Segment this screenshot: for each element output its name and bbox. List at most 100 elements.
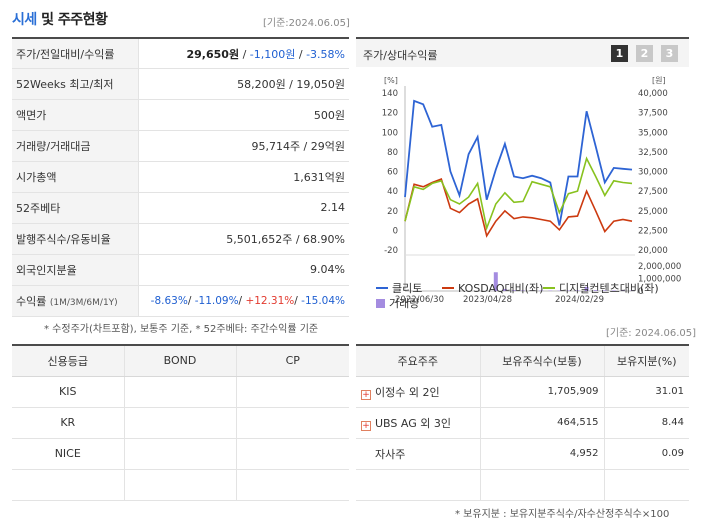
right-tick-label: 32,500 [638, 148, 668, 158]
right-tick-label: 35,000 [638, 128, 668, 138]
holder-shares: 4,952 [480, 438, 605, 470]
right-tick-label: 25,000 [638, 207, 668, 217]
credit-agency: KIS [12, 376, 125, 408]
right-axis-unit: [원] [652, 76, 666, 85]
left-tick-label: 20 [387, 207, 398, 217]
left-tick-label: 80 [387, 148, 398, 158]
holder-row: 자사주 4,952 0.09 [356, 438, 689, 470]
info-value: -8.63%/ -11.09%/ +12.31%/ -15.04% [138, 285, 349, 316]
info-row-volume: 거래량/거래대금 95,714주 / 29억원 [12, 130, 349, 162]
holders-note: * 보유지분 : 보유지분주식수/자수산정주식수×100 [455, 509, 670, 520]
credit-cp [236, 407, 349, 439]
holder-name-cell: 자사주 [356, 438, 481, 470]
legend-label: 거래량 [389, 297, 420, 310]
volume-bar [575, 290, 580, 291]
chart-page-2-button[interactable]: 2 [636, 45, 653, 62]
holders-header: 보유주식수(보통) [480, 345, 605, 377]
separator: / [239, 47, 250, 61]
chart-panel: 주가/상대수익률 1 2 3 [%] [원] 140 40,000 120 37,500 1… [356, 37, 689, 310]
info-row-returns: 수익률 (1M/3M/6M/1Y) -8.63%/ -11.09%/ +12.3… [12, 285, 349, 317]
holder-pct: 8.44 [604, 407, 689, 439]
volume-tick-label: 2,000,000 [638, 262, 681, 272]
volume-bar [493, 272, 498, 291]
series-line-3 [404, 156, 633, 231]
holders-header: 주요주주 [356, 345, 481, 377]
separator: / [238, 294, 246, 307]
base-date: [기준:2024.06.05] [263, 18, 350, 29]
credit-row: KR [12, 407, 349, 439]
x-tick-label: 2022/06/30 [395, 295, 444, 305]
credit-cp [236, 376, 349, 408]
return-1y: -15.04% [301, 294, 345, 307]
price-note: * 수정주가(차트포함), 보통주 기준, * 52주베타: 주간수익률 기준 [44, 324, 319, 335]
series-line-2 [404, 178, 633, 238]
holders-header: 보유지분(%) [604, 345, 689, 377]
separator: / [294, 294, 302, 307]
plus-box-icon[interactable]: + [361, 420, 371, 431]
credit-header: BOND [124, 345, 237, 377]
info-label: 액면가 [12, 99, 139, 131]
legend-label: 클리토 [392, 282, 423, 295]
info-row-foreign: 외국인지분율 9.04% [12, 254, 349, 286]
holder-row: + 이정수 외 2인 1,705,909 31.01 [356, 376, 689, 408]
separator: / [295, 47, 307, 61]
left-tick-label: 0 [393, 226, 398, 236]
info-value: 5,501,652주 / 68.90% [226, 232, 345, 246]
volume-bar [593, 290, 598, 291]
info-row-52w: 52Weeks 최고/최저 58,200원 / 19,050원 [12, 68, 349, 100]
volume-bar [530, 290, 535, 291]
info-label: 52주베타 [12, 192, 139, 224]
plus-box-icon[interactable]: + [361, 389, 371, 400]
volume-bar [584, 286, 589, 291]
credit-rating-table: 신용등급 BOND CP KIS KR NICE [12, 344, 349, 501]
info-row-shares: 발행주식수/유동비율 5,501,652주 / 68.90% [12, 223, 349, 255]
left-tick-label: 100 [382, 128, 398, 138]
left-axis-unit: [%] [384, 76, 398, 85]
holder-name-cell: + 이정수 외 2인 [356, 376, 481, 408]
return-3m: -11.09% [194, 294, 239, 307]
info-row-beta: 52주베타 2.14 [12, 192, 349, 224]
holder-pct [604, 469, 689, 501]
section-title-rest: 및 주주현황 [36, 12, 108, 28]
holders-header-row: 주요주주 보유주식수(보통) 보유지분(%) [356, 345, 689, 377]
legend-swatch [376, 287, 388, 289]
left-tick-label: -20 [384, 246, 398, 256]
chart-title: 주가/상대수익률 [363, 49, 438, 62]
legend-item: KOSDAQ대비(좌) [442, 280, 543, 296]
legend-item: 클리토 [376, 280, 422, 296]
holder-name: 자사주 [375, 447, 406, 461]
separator: / [187, 294, 195, 307]
returns-chart: [%] [원] 140 40,000 120 37,500 100 35,000 80 32,50… [382, 76, 682, 305]
credit-header-row: 신용등급 BOND CP [12, 345, 349, 377]
info-value: 9.04% [310, 263, 345, 277]
section-title: 시세 및 주주현황 [12, 9, 108, 29]
holder-name-cell [356, 469, 481, 501]
chart-page-3-button[interactable]: 3 [661, 45, 678, 62]
credit-agency: KR [12, 407, 125, 439]
volume-bar [502, 288, 507, 291]
left-tick-label: 120 [382, 109, 398, 119]
info-value: 2.14 [320, 201, 346, 215]
volume-bar [539, 290, 544, 291]
right-tick-label: 40,000 [638, 89, 668, 99]
right-tick-label: 22,500 [638, 226, 668, 236]
legend-swatch [376, 299, 385, 308]
legend-label: 디지털컨텐츠대비(좌) [559, 282, 659, 295]
credit-agency [12, 469, 125, 501]
chart-page-1-button[interactable]: 1 [611, 45, 628, 62]
volume-bar [602, 290, 607, 291]
credit-bond [124, 469, 237, 501]
info-value: 95,714주 / 29억원 [251, 140, 345, 154]
volume-bar [511, 290, 516, 291]
chart-header: 주가/상대수익률 1 2 3 [356, 39, 689, 67]
info-label: 외국인지분율 [12, 254, 139, 286]
info-value: 29,650원 / -1,100원 / -3.58% [138, 38, 349, 69]
info-label: 수익률 (1M/3M/6M/1Y) [12, 285, 139, 317]
credit-agency: NICE [12, 438, 125, 470]
x-tick-label: 2024/02/29 [555, 295, 604, 305]
credit-bond [124, 407, 237, 439]
legend-swatch [442, 287, 454, 289]
credit-bond [124, 438, 237, 470]
holder-row [356, 469, 689, 501]
right-tick-label: 37,500 [638, 109, 668, 119]
